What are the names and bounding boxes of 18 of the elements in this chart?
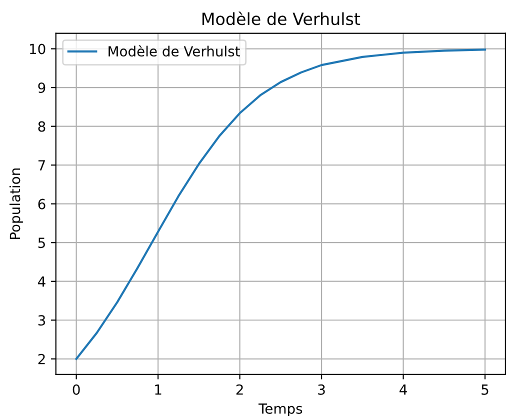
chart-title: Modèle de Verhulst [202, 12, 360, 26]
x-tick-label: 1 [155, 384, 162, 395]
y-tick-label: 7 [38, 160, 45, 170]
y-tick-label: 3 [38, 315, 46, 326]
y-tick-label: 9 [38, 82, 46, 94]
x-tick-label: 0 [72, 384, 80, 395]
y-tick-label: 4 [38, 276, 46, 287]
x-tick-label: 3 [318, 384, 325, 395]
y-tick-label: 10 [30, 44, 46, 54]
y-tick-label: 2 [38, 354, 45, 364]
y-tick-label: 8 [38, 121, 46, 132]
y-tick-label: 5 [38, 238, 45, 248]
legend-label: Modèle de Verhulst [108, 45, 240, 57]
x-tick-label: 5 [482, 384, 488, 395]
y-tick-label: 6 [38, 198, 46, 210]
x-tick-label: 2 [236, 384, 243, 395]
y-axis-title: Population [9, 168, 23, 239]
x-tick-label: 4 [400, 384, 407, 395]
